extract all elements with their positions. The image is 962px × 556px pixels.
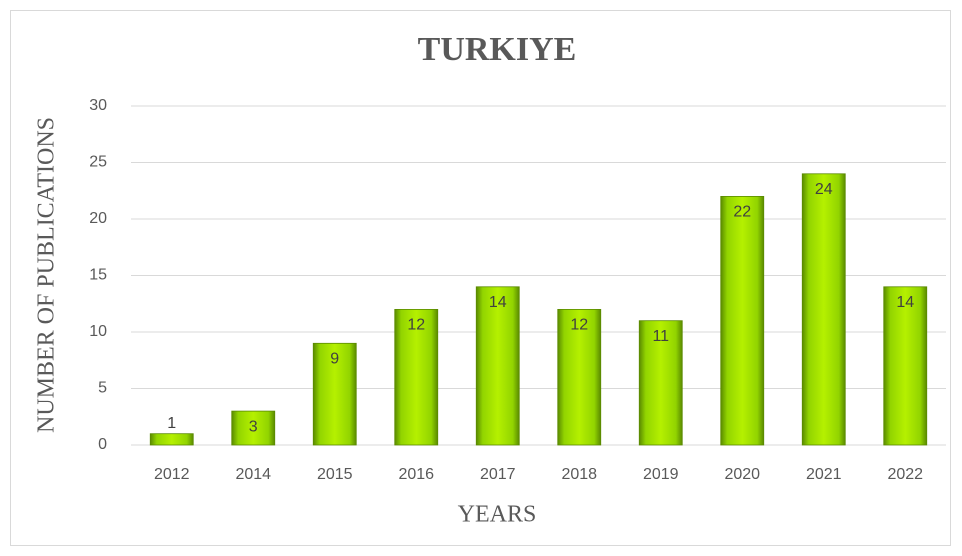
bar xyxy=(475,286,520,446)
bar xyxy=(883,286,928,446)
y-tick-label: 25 xyxy=(89,154,107,171)
data-label: 14 xyxy=(489,294,507,311)
y-axis-label: NUMBER OF PUBLICATIONS xyxy=(34,117,60,433)
chart-frame xyxy=(10,10,951,546)
y-tick-label: 0 xyxy=(98,436,107,453)
data-label: 14 xyxy=(896,294,914,311)
y-tick-label: 15 xyxy=(89,267,107,284)
data-label: 22 xyxy=(733,204,751,221)
x-tick-label: 2022 xyxy=(887,466,923,483)
y-tick-label: 10 xyxy=(89,323,107,340)
bar xyxy=(557,308,602,446)
x-tick-label: 2020 xyxy=(724,466,760,483)
bar xyxy=(638,320,683,446)
x-axis-label: YEARS xyxy=(458,502,537,528)
x-tick-label: 2018 xyxy=(561,466,597,483)
bar xyxy=(149,433,194,446)
bar xyxy=(720,195,765,446)
y-tick-label: 30 xyxy=(89,97,107,114)
bar xyxy=(801,173,846,446)
x-tick-label: 2016 xyxy=(398,466,434,483)
x-tick-label: 2017 xyxy=(480,466,516,483)
data-label: 24 xyxy=(815,181,833,198)
y-tick-label: 5 xyxy=(98,380,107,397)
chart-title: TURKIYE xyxy=(418,31,577,68)
data-label: 12 xyxy=(570,317,588,334)
x-tick-label: 2015 xyxy=(317,466,353,483)
x-tick-label: 2021 xyxy=(806,466,842,483)
data-label: 1 xyxy=(167,415,176,432)
bar xyxy=(394,308,439,446)
bar xyxy=(231,410,276,446)
y-tick-label: 20 xyxy=(89,210,107,227)
data-label: 9 xyxy=(330,351,339,368)
x-tick-label: 2014 xyxy=(235,466,271,483)
x-tick-label: 2012 xyxy=(154,466,190,483)
data-label: 3 xyxy=(249,418,258,435)
data-label: 12 xyxy=(407,317,425,334)
x-tick-label: 2019 xyxy=(643,466,679,483)
bar xyxy=(312,342,357,446)
data-label: 11 xyxy=(652,328,669,345)
